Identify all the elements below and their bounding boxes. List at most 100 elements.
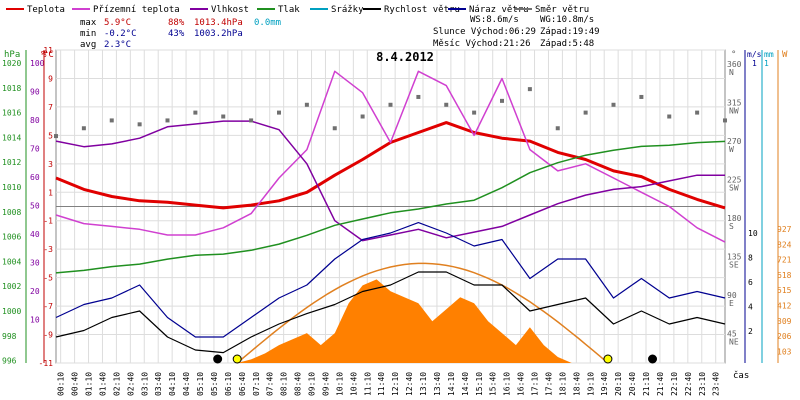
tick-pct: 80 bbox=[30, 116, 40, 125]
tick-compass: NW bbox=[729, 107, 739, 116]
tick-rain-top: 1 bbox=[764, 59, 769, 68]
wind-direction-point bbox=[109, 118, 114, 123]
axis-label-solar: W bbox=[782, 50, 788, 60]
tick-time: 20:40 bbox=[628, 372, 637, 396]
stats-temp: 2.3°C bbox=[104, 40, 131, 50]
tick-time: 18:40 bbox=[572, 372, 581, 396]
tick-time: 08:40 bbox=[294, 372, 303, 396]
tick-solar: 824 bbox=[777, 240, 792, 249]
tick-time: 11:40 bbox=[377, 372, 386, 396]
tick-pct: 30 bbox=[30, 259, 40, 268]
tick-time: 06:10 bbox=[224, 372, 233, 396]
sunset-marker bbox=[603, 354, 613, 364]
moonrise-marker bbox=[648, 354, 658, 364]
tick-time: 18:10 bbox=[558, 372, 567, 396]
legend-label: Směr větru bbox=[535, 5, 589, 15]
wind-speed-max: WS:8.6m/s bbox=[470, 15, 519, 25]
tick-pct: 10 bbox=[30, 316, 40, 325]
tick-time: 01:10 bbox=[85, 372, 94, 396]
wind-direction-point bbox=[137, 122, 142, 127]
tick-solar: 618 bbox=[777, 271, 792, 280]
tick-time: 21:40 bbox=[656, 372, 665, 396]
wind-direction-point bbox=[304, 102, 309, 107]
tick-time: 20:10 bbox=[614, 372, 623, 396]
wind-direction-point bbox=[249, 118, 254, 123]
wind-direction-point bbox=[416, 94, 421, 99]
stats-panel: max 5.9°C 88% 1013.4hPa 0.0mm min -0.2°C 43% 100… bbox=[80, 18, 281, 50]
tick-compass: S bbox=[729, 222, 734, 231]
tick-compass: N bbox=[729, 68, 734, 77]
tick-solar: 515 bbox=[777, 286, 792, 295]
tick-time: 05:40 bbox=[210, 372, 219, 396]
series-line-n-raz-v-tru bbox=[55, 222, 726, 338]
tick-dir: 315 bbox=[727, 99, 742, 108]
tick-hpa: 1014 bbox=[2, 133, 21, 142]
wind-direction-point bbox=[360, 114, 365, 119]
tick-pct: 60 bbox=[30, 173, 40, 182]
tick-degc: -11 bbox=[39, 359, 54, 368]
tick-time: 19:10 bbox=[586, 372, 595, 396]
stats-pressure: 1003.2hPa bbox=[194, 29, 243, 39]
stats-pressure: 1013.4hPa bbox=[194, 18, 243, 28]
tick-time: 22:40 bbox=[684, 372, 693, 396]
tick-time: 06:40 bbox=[238, 372, 247, 396]
stats-temp: 5.9°C bbox=[104, 18, 131, 28]
tick-hpa: 1016 bbox=[2, 109, 21, 118]
tick-time: 04:10 bbox=[168, 372, 177, 396]
axis-label-hpa: hPa bbox=[4, 50, 20, 60]
tick-wind-top: 1 bbox=[752, 59, 757, 68]
tick-solar: 721 bbox=[777, 256, 792, 265]
moonrise: Měsíc Východ:21:26 bbox=[433, 39, 531, 49]
legend: Teplota Přízemní teplota Vlhkost Tlak Srážky… bbox=[6, 5, 589, 15]
tick-time: 16:10 bbox=[503, 372, 512, 396]
tick-time: 12:10 bbox=[391, 372, 400, 396]
tick-hpa: 998 bbox=[2, 332, 17, 341]
tick-hpa: 1012 bbox=[2, 158, 21, 167]
axis-label-dir: ° bbox=[731, 50, 736, 60]
tick-time: 00:40 bbox=[71, 372, 80, 396]
wind-direction-point bbox=[81, 126, 86, 131]
tick-pct: 100 bbox=[30, 59, 45, 68]
tick-wind: 6 bbox=[748, 278, 753, 287]
series-line-vlhkost bbox=[55, 120, 725, 242]
sunrise-marker bbox=[232, 354, 242, 364]
tick-degc: 7 bbox=[48, 103, 53, 112]
wind-direction-point bbox=[444, 102, 449, 107]
tick-time: 02:10 bbox=[112, 372, 121, 396]
stats-humidity: 88% bbox=[168, 18, 185, 28]
tick-pct: 50 bbox=[30, 202, 40, 211]
tick-degc: 9 bbox=[48, 74, 53, 83]
wind-direction-point bbox=[555, 126, 560, 131]
tick-solar: 103 bbox=[777, 347, 792, 356]
tick-time: 10:40 bbox=[349, 372, 358, 396]
solar-theoretical-curve bbox=[236, 262, 607, 364]
tick-degc: -7 bbox=[43, 302, 53, 311]
series-line-tlak bbox=[55, 140, 726, 274]
series-line-rychlost-v-tru bbox=[55, 271, 726, 354]
wind-direction-point bbox=[221, 114, 226, 119]
wind-direction-point bbox=[639, 94, 644, 99]
solar-area bbox=[237, 279, 572, 363]
series-line-p-zemn-teplota bbox=[55, 70, 726, 243]
solar-layer bbox=[236, 262, 607, 364]
wind-gust-max: WG:10.8m/s bbox=[540, 15, 594, 25]
wind-direction-point bbox=[695, 110, 700, 115]
stats-row-label: max bbox=[80, 18, 97, 28]
legend-label: Vlhkost bbox=[211, 5, 249, 15]
tick-solar: 927 bbox=[777, 225, 792, 234]
stats-row-label: min bbox=[80, 29, 96, 39]
tick-solar: 309 bbox=[777, 317, 792, 326]
tick-pct: 70 bbox=[30, 145, 40, 154]
wind-direction-point bbox=[165, 118, 170, 123]
wind-direction-point bbox=[583, 110, 588, 115]
tick-pct: 40 bbox=[30, 230, 40, 239]
tick-time: 13:10 bbox=[419, 372, 428, 396]
tick-hpa: 1020 bbox=[2, 59, 21, 68]
tick-dir: 180 bbox=[727, 214, 742, 223]
tick-time: 22:10 bbox=[670, 372, 679, 396]
tick-compass: SE bbox=[729, 261, 739, 270]
tick-dir: 135 bbox=[727, 253, 742, 262]
wind-direction-point bbox=[667, 114, 672, 119]
tick-dir: 270 bbox=[727, 137, 742, 146]
